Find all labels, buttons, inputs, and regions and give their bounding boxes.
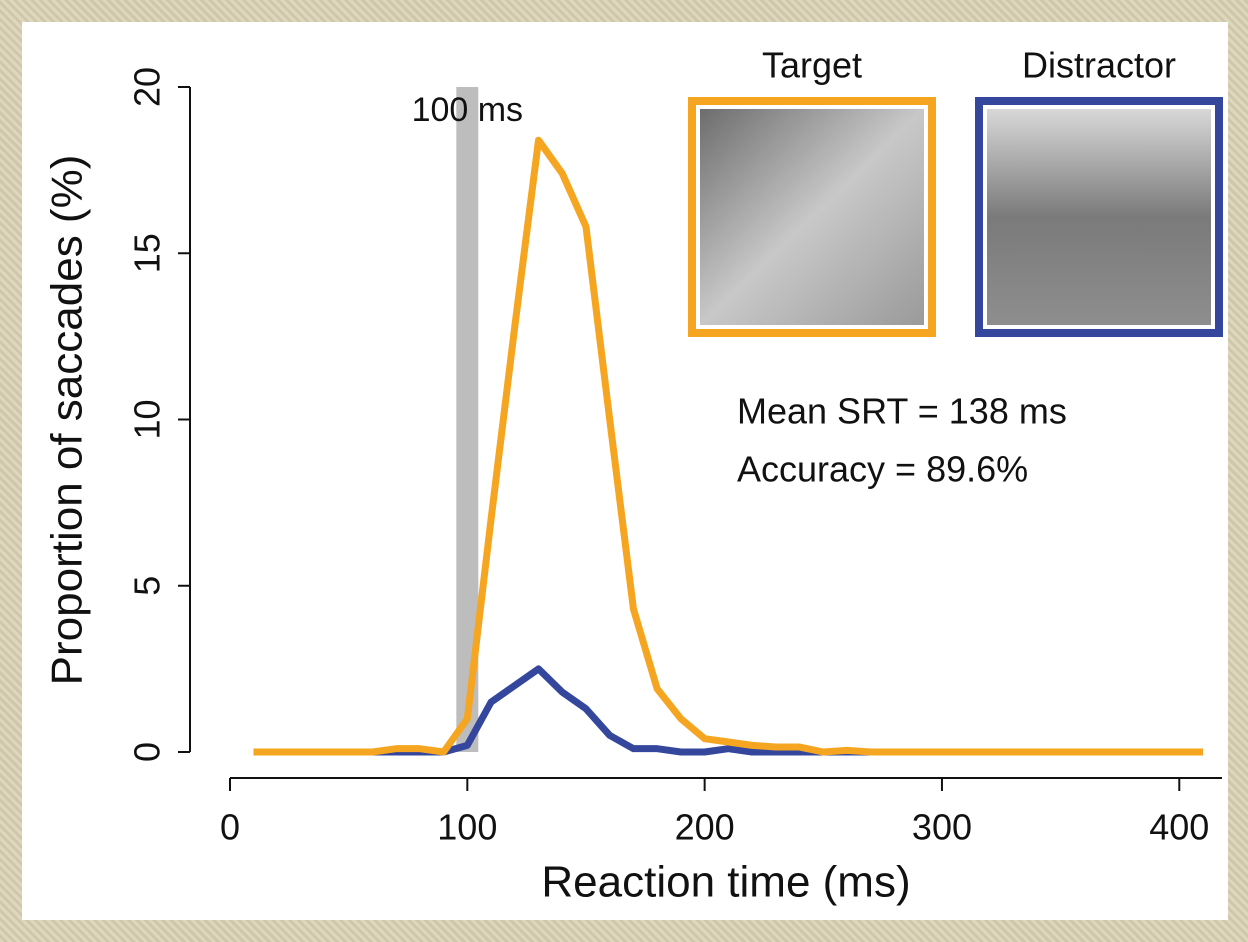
x-tick-label: 300 [912, 807, 972, 848]
y-tick-label: 10 [127, 399, 168, 439]
x-tick-label: 200 [675, 807, 735, 848]
legend-frame [975, 97, 1223, 337]
x-tick-label: 100 [437, 807, 497, 848]
y-tick-label: 20 [127, 67, 168, 107]
y-tick-label: 0 [127, 742, 168, 762]
legend-label: Target [762, 45, 862, 86]
x-axis-label: Reaction time (ms) [541, 858, 910, 907]
annotation: Mean SRT = 138 ms [737, 391, 1067, 432]
legend-frame [688, 97, 936, 337]
legend-label: Distractor [1022, 45, 1176, 86]
y-axis-label: Proportion of saccades (%) [43, 155, 92, 686]
reference-label: 100 ms [412, 91, 524, 129]
x-tick-label: 400 [1149, 807, 1209, 848]
y-tick-label: 5 [127, 576, 168, 596]
y-tick-label: 15 [127, 233, 168, 273]
legend-image [987, 109, 1211, 325]
annotation: Accuracy = 89.6% [737, 449, 1028, 490]
x-tick-label: 0 [220, 807, 240, 848]
reference-band [456, 87, 479, 752]
legend-image [700, 109, 924, 325]
series-line [253, 136, 1204, 756]
